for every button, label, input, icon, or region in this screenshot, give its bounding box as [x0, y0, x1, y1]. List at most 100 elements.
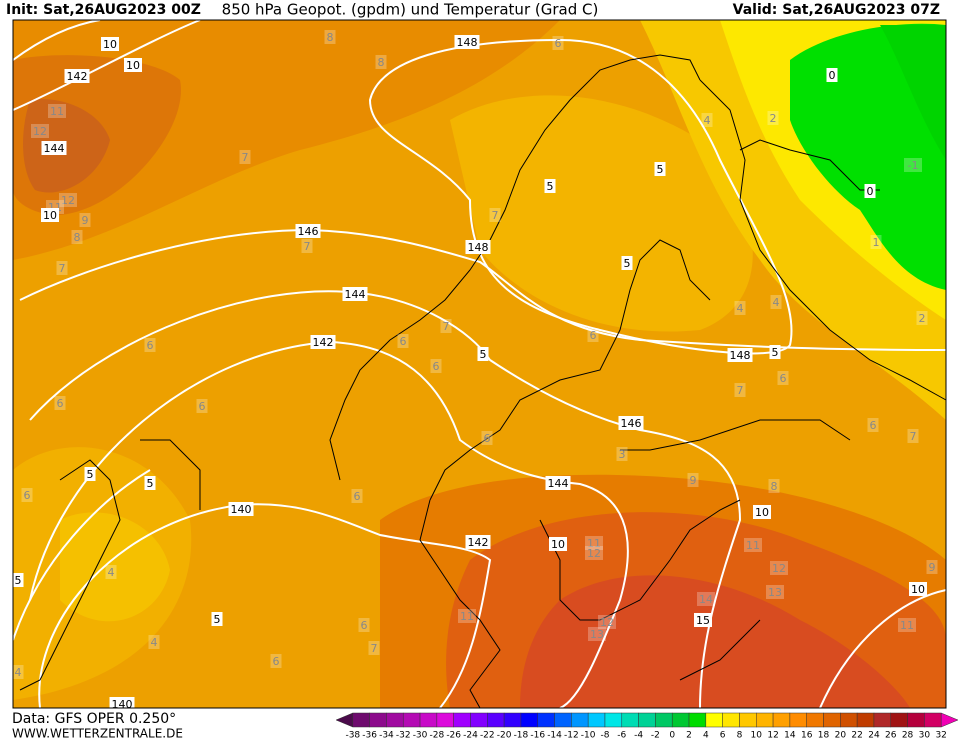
- label-box: [144, 338, 156, 352]
- legend-label: 32: [935, 731, 946, 741]
- legend-label: -14: [547, 731, 562, 741]
- legend-swatch: [772, 712, 791, 728]
- label-box: [64, 69, 90, 83]
- contour-label: 140: [112, 698, 133, 711]
- legend-label: 0: [669, 731, 675, 741]
- contour-label: 12: [33, 125, 47, 138]
- contour-label: 2: [919, 312, 926, 325]
- legend-label: -22: [480, 731, 495, 741]
- contour-label: 7: [443, 320, 450, 333]
- legend-swatch: [537, 712, 555, 728]
- legend-swatch: [419, 712, 438, 728]
- legend-swatch: [604, 712, 623, 728]
- label-box: [84, 467, 96, 481]
- legend-swatch: [688, 712, 707, 728]
- contour-label: 6: [199, 400, 206, 413]
- legend-label: -38: [345, 731, 360, 741]
- legend-label: 10: [751, 731, 763, 741]
- label-box: [368, 641, 380, 655]
- label-box: [585, 536, 603, 550]
- label-box: [767, 111, 779, 125]
- contour-label: 6: [484, 432, 491, 445]
- legend-swatch: [487, 712, 505, 728]
- legend-label: 20: [835, 731, 847, 741]
- contour-label: 8: [771, 480, 778, 493]
- label-box: [489, 208, 501, 222]
- label-box: [310, 335, 336, 349]
- legend-label: 26: [885, 731, 897, 741]
- legend-swatch: [907, 712, 925, 728]
- contour-label: 0: [867, 185, 874, 198]
- legend-label: -32: [396, 731, 411, 741]
- coastlines: [19, 54, 947, 709]
- label-box: [588, 627, 606, 641]
- contour-label: 9: [690, 474, 697, 487]
- contour-label: 15: [696, 614, 710, 627]
- contour-label: 148: [730, 349, 751, 362]
- contour-label: 12: [772, 562, 786, 575]
- legend-swatch: [924, 712, 942, 728]
- contour-label: 148: [457, 36, 478, 49]
- label-box: [734, 383, 746, 397]
- geopotential-contours: [12, 19, 947, 709]
- label-box: [766, 585, 784, 599]
- contour-label: 6: [433, 360, 440, 373]
- contour-label: 142: [67, 70, 88, 83]
- contour-label: 5: [214, 613, 221, 626]
- contour-label: 11: [900, 619, 914, 632]
- legend-swatch: [873, 712, 892, 728]
- contour-label: 10: [43, 209, 57, 222]
- label-box: [228, 502, 254, 516]
- legend-swatch: [520, 712, 538, 728]
- legend-swatch: [369, 712, 387, 728]
- legend-label: -26: [446, 731, 461, 741]
- contour-label: 146: [298, 225, 319, 238]
- label-box: [358, 618, 370, 632]
- valid-time: Valid: Sat,26AUG2023 07Z: [733, 2, 940, 18]
- label-box: [105, 565, 117, 579]
- legend-label: 8: [737, 731, 743, 741]
- contour-label: 4: [737, 302, 744, 315]
- label-box: [549, 537, 567, 551]
- label-box: [727, 348, 753, 362]
- label-box: [458, 609, 476, 623]
- label-box: [904, 158, 922, 172]
- label-box: [777, 371, 789, 385]
- legend-swatch: [823, 712, 841, 728]
- legend-label: -34: [379, 731, 394, 741]
- legend-label: -30: [413, 731, 428, 741]
- legend-swatch: [554, 712, 572, 728]
- label-box: [654, 162, 666, 176]
- label-box: [481, 431, 493, 445]
- contour-label: 6: [354, 490, 361, 503]
- contour-label: 6: [273, 655, 280, 668]
- map-frame: [12, 19, 947, 709]
- label-box: [552, 36, 564, 50]
- contour-label: 6: [400, 335, 407, 348]
- label-box: [31, 124, 49, 138]
- label-box: [753, 505, 771, 519]
- label-box: [770, 295, 782, 309]
- legend-swatch: [655, 712, 673, 728]
- legend-label: -8: [600, 731, 609, 741]
- contour-label: 7: [59, 262, 66, 275]
- legend-swatch: [756, 712, 774, 728]
- legend-swatch: [638, 712, 656, 728]
- contour-label: 6: [555, 37, 562, 50]
- contour-label: 6: [361, 619, 368, 632]
- label-box: [545, 476, 571, 490]
- label-box: [21, 488, 33, 502]
- legend-label: -24: [463, 731, 478, 741]
- legend-swatch: [705, 712, 723, 728]
- contour-label: 144: [44, 142, 65, 155]
- legend-label: -20: [497, 731, 512, 741]
- legend-swatch: [352, 712, 370, 728]
- legend-arrow: [940, 712, 959, 728]
- legend-label: -4: [634, 731, 643, 741]
- contour-label: 13: [768, 586, 782, 599]
- label-box: [694, 613, 712, 627]
- contour-label: 12: [587, 547, 601, 560]
- label-box: [397, 334, 409, 348]
- contour-label: 7: [492, 209, 499, 222]
- legend-swatch: [722, 712, 740, 728]
